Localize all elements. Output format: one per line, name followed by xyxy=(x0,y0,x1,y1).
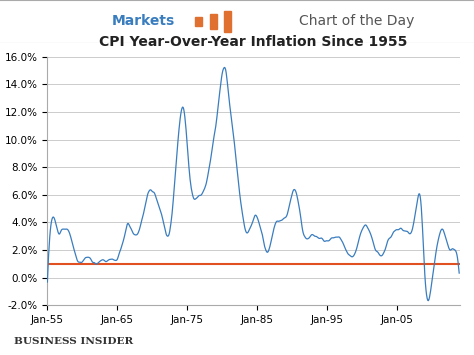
Text: BUSINESS INSIDER: BUSINESS INSIDER xyxy=(14,337,134,346)
Title: CPI Year-Over-Year Inflation Since 1955: CPI Year-Over-Year Inflation Since 1955 xyxy=(100,35,408,49)
Text: Markets: Markets xyxy=(112,14,175,28)
Bar xyxy=(195,17,202,26)
Bar xyxy=(210,14,217,29)
Text: Chart of the Day: Chart of the Day xyxy=(299,14,414,28)
Bar xyxy=(224,11,231,32)
